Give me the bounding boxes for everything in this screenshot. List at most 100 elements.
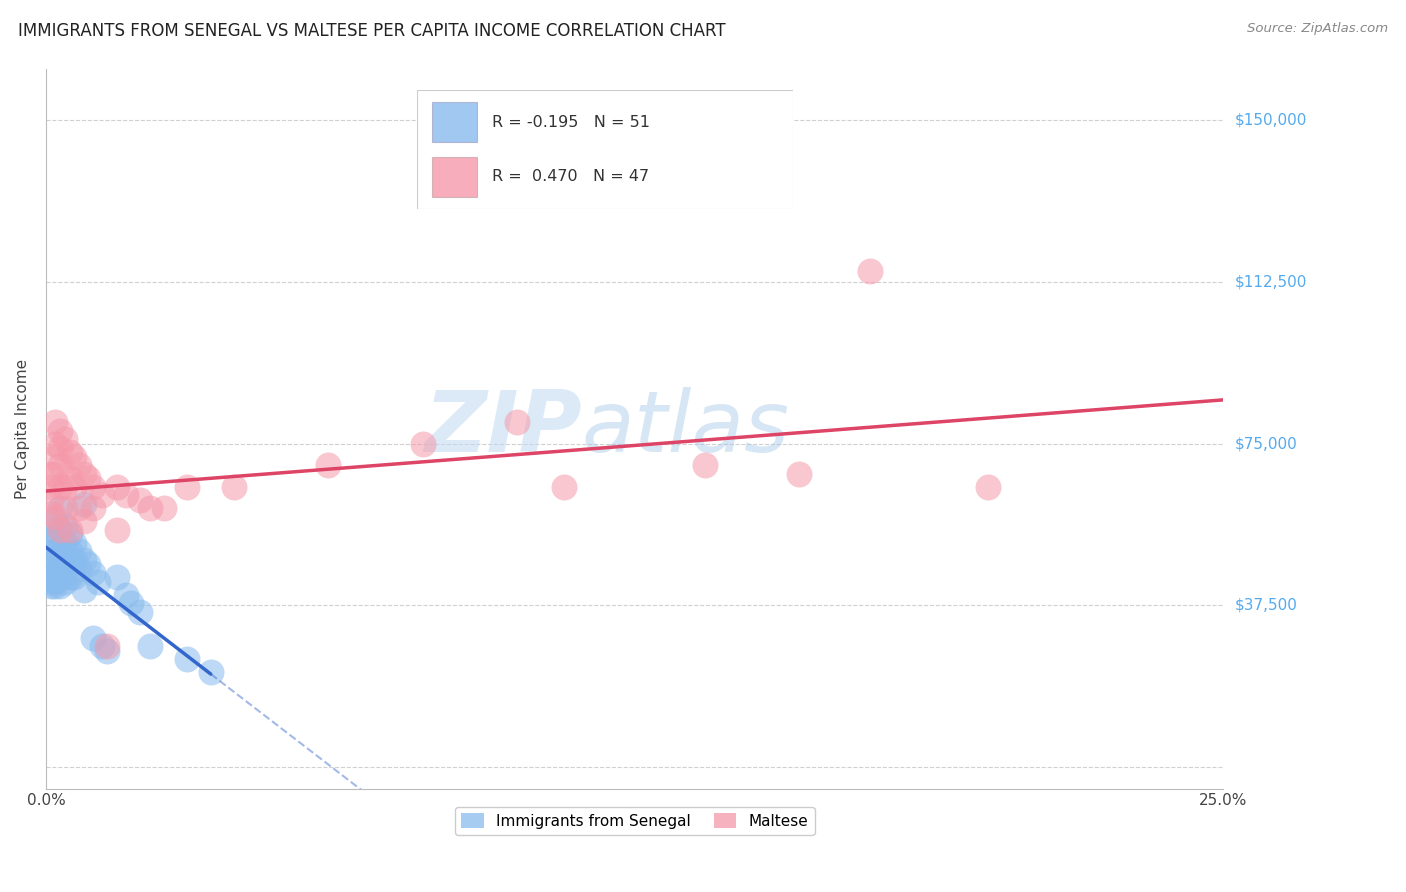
Point bbox=[49, 424, 72, 438]
Point bbox=[412, 436, 434, 450]
Point bbox=[44, 450, 66, 464]
Point bbox=[200, 665, 222, 679]
Point bbox=[44, 574, 66, 589]
Point bbox=[63, 535, 86, 549]
Point bbox=[49, 549, 72, 563]
Point bbox=[176, 652, 198, 666]
Point bbox=[63, 480, 86, 494]
Text: $75,000: $75,000 bbox=[1234, 436, 1296, 451]
Point bbox=[63, 570, 86, 584]
Point bbox=[105, 480, 128, 494]
Point bbox=[53, 480, 76, 494]
Point bbox=[44, 467, 66, 481]
Point bbox=[53, 535, 76, 549]
Point bbox=[67, 561, 90, 575]
Point bbox=[39, 535, 62, 549]
Point bbox=[44, 509, 66, 524]
Text: $112,500: $112,500 bbox=[1234, 275, 1306, 289]
Point bbox=[82, 480, 104, 494]
Point bbox=[49, 579, 72, 593]
Point bbox=[72, 583, 94, 598]
Point bbox=[138, 639, 160, 653]
Point bbox=[58, 445, 80, 459]
Point bbox=[58, 527, 80, 541]
Point bbox=[49, 441, 72, 455]
Point bbox=[49, 501, 72, 516]
Point bbox=[44, 566, 66, 580]
Point bbox=[789, 467, 811, 481]
Point bbox=[72, 497, 94, 511]
Point bbox=[96, 643, 118, 657]
Point bbox=[53, 574, 76, 589]
Point bbox=[129, 605, 152, 619]
Point bbox=[44, 514, 66, 528]
Point bbox=[39, 467, 62, 481]
Point bbox=[44, 544, 66, 558]
Point bbox=[58, 471, 80, 485]
Point bbox=[72, 553, 94, 567]
Point bbox=[105, 570, 128, 584]
Point bbox=[58, 558, 80, 572]
Point bbox=[82, 566, 104, 580]
Point bbox=[53, 432, 76, 446]
Text: Source: ZipAtlas.com: Source: ZipAtlas.com bbox=[1247, 22, 1388, 36]
Point bbox=[72, 514, 94, 528]
Point bbox=[58, 544, 80, 558]
Point bbox=[695, 458, 717, 472]
Point bbox=[224, 480, 246, 494]
Text: ZIP: ZIP bbox=[425, 387, 582, 470]
Point bbox=[506, 415, 529, 429]
Point bbox=[53, 553, 76, 567]
Point bbox=[39, 480, 62, 494]
Point bbox=[82, 501, 104, 516]
Point bbox=[63, 553, 86, 567]
Point bbox=[72, 467, 94, 481]
Point bbox=[67, 544, 90, 558]
Point bbox=[91, 488, 114, 502]
Point bbox=[77, 558, 100, 572]
Point bbox=[49, 458, 72, 472]
Point bbox=[87, 574, 110, 589]
Point bbox=[49, 540, 72, 554]
Point bbox=[120, 596, 142, 610]
Legend: Immigrants from Senegal, Maltese: Immigrants from Senegal, Maltese bbox=[454, 806, 814, 835]
Text: IMMIGRANTS FROM SENEGAL VS MALTESE PER CAPITA INCOME CORRELATION CHART: IMMIGRANTS FROM SENEGAL VS MALTESE PER C… bbox=[18, 22, 725, 40]
Point bbox=[67, 458, 90, 472]
Point bbox=[44, 579, 66, 593]
Point bbox=[859, 264, 882, 278]
Point bbox=[49, 523, 72, 537]
Point bbox=[91, 639, 114, 653]
Y-axis label: Per Capita Income: Per Capita Income bbox=[15, 359, 30, 499]
Point bbox=[39, 492, 62, 507]
Point bbox=[39, 561, 62, 575]
Point bbox=[49, 570, 72, 584]
Point bbox=[96, 639, 118, 653]
Point bbox=[138, 501, 160, 516]
Point bbox=[105, 523, 128, 537]
Point bbox=[44, 436, 66, 450]
Point bbox=[44, 532, 66, 546]
Point bbox=[39, 553, 62, 567]
Point bbox=[53, 566, 76, 580]
Point bbox=[553, 480, 575, 494]
Point bbox=[82, 631, 104, 645]
Point bbox=[44, 553, 66, 567]
Point bbox=[53, 518, 76, 533]
Point bbox=[115, 587, 138, 601]
Point bbox=[49, 523, 72, 537]
Point bbox=[49, 480, 72, 494]
Point bbox=[176, 480, 198, 494]
Point bbox=[129, 492, 152, 507]
Point bbox=[58, 523, 80, 537]
Point bbox=[53, 501, 76, 516]
Point bbox=[67, 501, 90, 516]
Point bbox=[63, 450, 86, 464]
Point bbox=[977, 480, 1000, 494]
Point bbox=[115, 488, 138, 502]
Point bbox=[58, 570, 80, 584]
Point bbox=[318, 458, 340, 472]
Point bbox=[39, 579, 62, 593]
Point bbox=[152, 501, 174, 516]
Text: atlas: atlas bbox=[582, 387, 790, 470]
Text: $150,000: $150,000 bbox=[1234, 112, 1306, 128]
